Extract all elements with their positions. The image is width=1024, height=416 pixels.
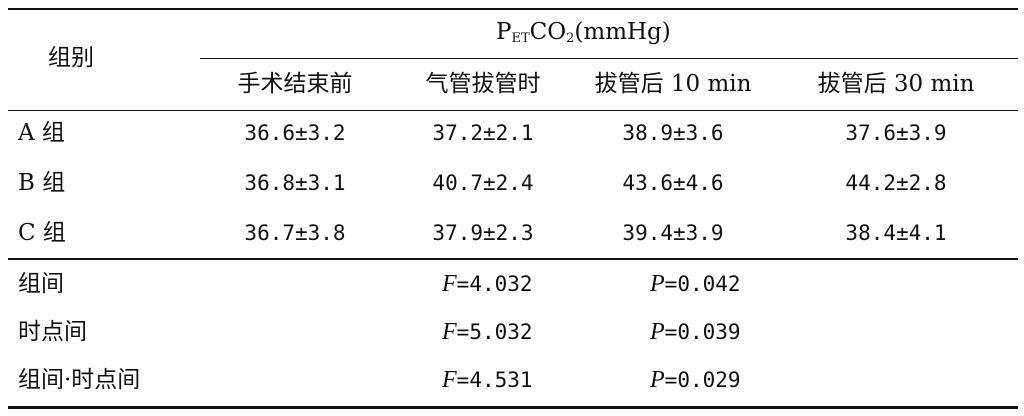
table-cell: 39.4±3.9	[622, 221, 724, 245]
top-rule	[8, 8, 1018, 10]
stats-label: 组间·时点间	[18, 367, 141, 393]
petco2-sub-et: ET	[511, 31, 530, 46]
bottom-rule	[8, 406, 1018, 409]
stats-label: 组间	[18, 271, 64, 297]
f-value: =5.032	[456, 320, 533, 344]
table-cell: 37.9±2.3	[432, 221, 534, 245]
row-group-label: C 组	[18, 220, 66, 246]
table-cell: 38.4±4.1	[845, 221, 947, 245]
table-cell: 40.7±2.4	[432, 171, 534, 195]
table-cell: 37.6±3.9	[845, 121, 947, 145]
table-cell: 43.6±4.6	[622, 171, 724, 195]
f-value: =4.531	[456, 368, 533, 392]
col-header-4: 拔管后 30 min	[817, 71, 975, 97]
table-cell: 37.2±2.1	[432, 121, 534, 145]
f-symbol: F	[442, 367, 457, 393]
row-group-label: B 组	[18, 170, 66, 196]
petco2-co: CO	[529, 19, 567, 45]
f-statistic: F=5.032	[442, 318, 533, 346]
header-sub-rule	[200, 58, 1018, 59]
petco2-unit: (mmHg)	[574, 19, 671, 45]
f-value: =4.032	[456, 272, 533, 296]
f-statistic: F=4.531	[442, 366, 533, 394]
f-statistic: F=4.032	[442, 270, 533, 298]
col-header-3: 拔管后 10 min	[594, 71, 752, 97]
table-cell: 44.2±2.8	[845, 171, 947, 195]
col-header-1: 手术结束前	[237, 71, 353, 97]
p-symbol: P	[650, 271, 665, 297]
p-statistic: P=0.042	[650, 270, 741, 298]
table-cell: 36.8±3.1	[244, 171, 346, 195]
p-value: =0.029	[664, 368, 741, 392]
stats-label: 时点间	[18, 319, 87, 345]
f-symbol: F	[442, 319, 457, 345]
table-cell: 36.6±3.2	[244, 121, 346, 145]
p-value: =0.042	[664, 272, 741, 296]
col-header-2: 气管拔管时	[425, 71, 541, 97]
f-symbol: F	[442, 271, 457, 297]
p-statistic: P=0.039	[650, 318, 741, 346]
header-bottom-rule	[8, 110, 1018, 111]
group-header: 组别	[48, 45, 94, 71]
table-cell: 36.7±3.8	[244, 221, 346, 245]
table-cell: 38.9±3.6	[622, 121, 724, 145]
petco2-p: P	[496, 19, 512, 45]
p-statistic: P=0.029	[650, 366, 741, 394]
stats-divider-rule	[8, 258, 1018, 260]
p-symbol: P	[650, 367, 665, 393]
p-value: =0.039	[664, 320, 741, 344]
petco2-sub-2: 2	[566, 31, 575, 46]
row-group-label: A 组	[18, 120, 65, 146]
petco2-header: PETCO2(mmHg)	[496, 18, 671, 53]
p-symbol: P	[650, 319, 665, 345]
